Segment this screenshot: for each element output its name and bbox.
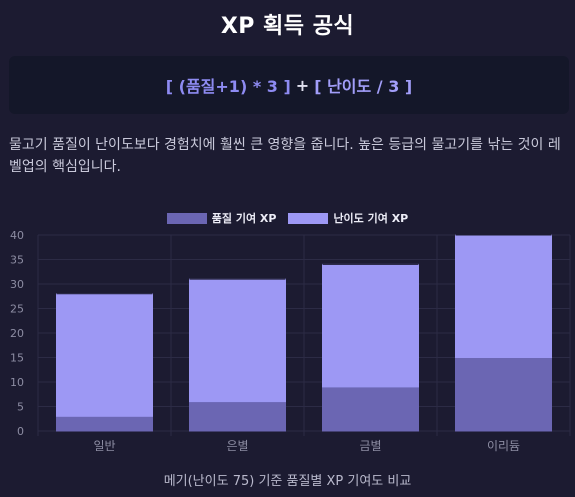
y-tick-label: 20 xyxy=(10,327,24,340)
formula-difficulty-part: [ 난이도 / 3 ] xyxy=(314,77,413,96)
formula-plus: + xyxy=(295,75,310,95)
bar-difficulty-2[interactable] xyxy=(322,263,419,388)
bar-quality-3[interactable] xyxy=(455,357,552,432)
bar-quality-1[interactable] xyxy=(189,401,286,432)
legend-item-quality[interactable]: 품질 기여 XP xyxy=(166,210,277,226)
legend-swatch-difficulty xyxy=(288,212,329,224)
chart-labels: 0 5 10 15 20 25 30 35 40 일반 은별 금별 이리듐 xyxy=(10,229,520,453)
y-tick-label: 35 xyxy=(10,254,24,267)
legend-swatch-quality xyxy=(166,212,207,224)
chart-bars xyxy=(56,234,552,432)
x-tick-label: 금별 xyxy=(359,439,381,453)
formula-quality-part: [ (품질+1) * 3 ] xyxy=(165,77,291,96)
page-title: XP 획득 공식 xyxy=(220,14,355,39)
bar-difficulty-3[interactable] xyxy=(455,234,552,358)
y-tick-label: 10 xyxy=(10,376,24,389)
x-tick-label: 일반 xyxy=(93,439,115,453)
bar-difficulty-0[interactable] xyxy=(56,293,153,417)
y-tick-label: 15 xyxy=(10,352,24,365)
bar-quality-2[interactable] xyxy=(322,386,419,432)
y-tick-label: 40 xyxy=(10,229,24,242)
x-tick-label: 이리듐 xyxy=(487,439,520,453)
chart-caption: 메기(난이도 75) 기준 품질별 XP 기여도 비교 xyxy=(163,474,412,489)
formula-box: [ (품질+1) * 3 ] + [ 난이도 / 3 ] xyxy=(9,56,569,114)
y-tick-label: 30 xyxy=(10,278,24,291)
y-tick-label: 5 xyxy=(17,401,24,414)
legend-label-quality: 품질 기여 XP xyxy=(211,212,277,225)
chart-legend: 품질 기여 XP 난이도 기여 XP xyxy=(0,210,575,226)
x-tick-label: 은별 xyxy=(226,439,248,453)
description: 물고기 품질이 난이도보다 경험치에 훨씬 큰 영향을 줍니다. 높은 등급의 … xyxy=(9,137,561,175)
legend-label-difficulty: 난이도 기여 XP xyxy=(333,212,409,225)
bar-quality-0[interactable] xyxy=(56,415,153,432)
y-tick-label: 25 xyxy=(10,303,24,316)
y-tick-label: 0 xyxy=(17,425,24,438)
bar-difficulty-1[interactable] xyxy=(189,278,286,403)
legend-item-difficulty[interactable]: 난이도 기여 XP xyxy=(288,210,408,226)
